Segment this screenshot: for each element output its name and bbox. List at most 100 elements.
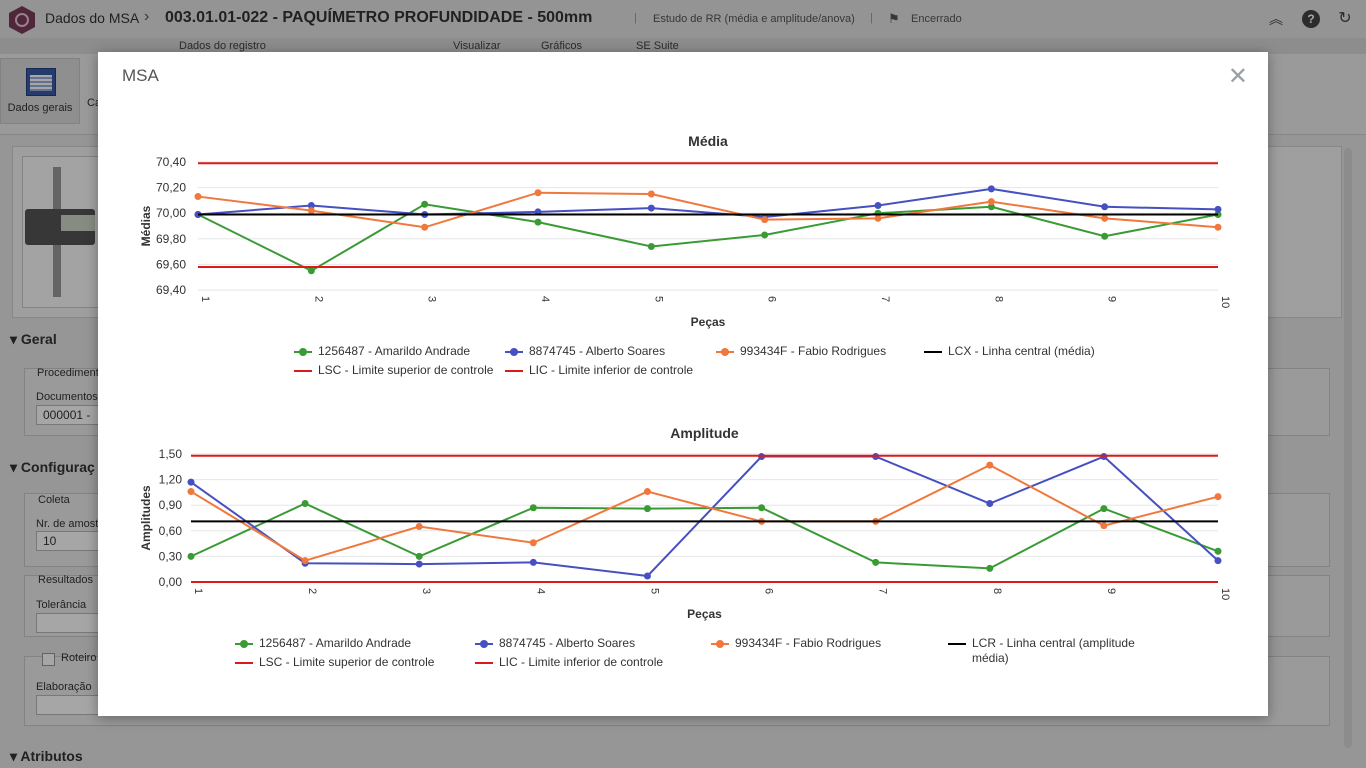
close-icon[interactable]: ✕ <box>1227 63 1248 90</box>
x-tick-label: 9 <box>1106 296 1118 302</box>
data-point-green <box>301 499 309 507</box>
status-badge: Encerrado <box>911 13 962 25</box>
legend-line <box>235 662 253 664</box>
x-axis-label: Peças <box>687 607 722 621</box>
y-tick-label: 70,40 <box>156 155 186 169</box>
y-tick-label: 0,60 <box>159 524 183 538</box>
section-geral[interactable]: ▾ Geral <box>10 331 57 347</box>
data-point-blue <box>874 202 882 210</box>
caliper-icon <box>25 167 95 297</box>
x-tick-label: 4 <box>539 296 551 302</box>
data-point-orange <box>987 198 995 206</box>
data-point-orange <box>986 461 994 469</box>
data-point-green <box>643 505 651 513</box>
x-tick-label: 3 <box>426 296 438 302</box>
legend-line <box>475 662 493 664</box>
legend-label: LCR - Linha central (amplitude média) <box>972 636 1135 665</box>
legend-label: 1256487 - Amarildo Andrade <box>259 636 412 650</box>
data-point-orange <box>307 207 315 215</box>
y-tick-label: 69,40 <box>156 283 186 297</box>
form-icon <box>26 68 56 96</box>
data-point-orange <box>194 193 202 201</box>
data-point-orange <box>647 190 655 198</box>
tab-graficos[interactable]: Gráficos <box>541 40 582 52</box>
app-logo-icon <box>9 6 35 34</box>
data-point-blue <box>415 560 423 568</box>
legend-marker <box>716 640 724 648</box>
dados-gerais-button[interactable]: Dados gerais <box>0 58 80 124</box>
page-scrollbar[interactable] <box>1344 148 1352 748</box>
legend-label: 8874745 - Alberto Soares <box>499 636 636 650</box>
x-tick-label: 5 <box>648 588 660 594</box>
data-point-green <box>529 504 537 512</box>
x-tick-label: 8 <box>991 588 1003 594</box>
data-point-green <box>534 218 542 226</box>
y-tick-label: 0,30 <box>159 549 183 563</box>
tab-dados-registro[interactable]: Dados do registro <box>179 40 266 52</box>
series-line-blue <box>190 455 1219 578</box>
section-configuracao[interactable]: ▾ Configuraç <box>10 459 95 475</box>
roteiro-checkbox[interactable] <box>42 653 55 666</box>
section-atributos[interactable]: ▾ Atributos <box>10 748 83 764</box>
documentos-field[interactable]: 000001 - <box>36 405 104 425</box>
legend-line <box>924 351 942 353</box>
legend-marker <box>299 348 307 356</box>
y-tick-label: 1,20 <box>159 473 183 487</box>
x-tick-label: 5 <box>652 296 664 302</box>
instrument-photo <box>22 156 100 308</box>
legend-marker <box>510 348 518 356</box>
y-tick-label: 70,20 <box>156 181 186 195</box>
breadcrumb-module[interactable]: Dados do MSA <box>45 10 140 26</box>
chart-title: Média <box>688 133 728 149</box>
modal-title: MSA <box>122 66 159 85</box>
data-point-orange <box>301 557 309 565</box>
legend-marker <box>721 348 729 356</box>
refresh-icon[interactable]: ↻ <box>1338 10 1352 27</box>
ribbon-tabs: Dados do registro Visualizar Gráficos SE… <box>0 38 1366 54</box>
chart-title: Amplitude <box>670 425 739 441</box>
legend-label: LSC - Limite superior de controle <box>259 655 435 669</box>
ribbon-button-label[interactable]: Ca <box>87 97 102 109</box>
top-bar: Dados do MSA › 003.01.01-022 - PAQUÍMETR… <box>0 0 1366 39</box>
x-tick-label: 6 <box>763 588 775 594</box>
series-line-green <box>197 203 1219 272</box>
x-axis-label: Peças <box>691 315 726 329</box>
series-line-green <box>190 502 1219 570</box>
y-tick-label: 0,00 <box>159 575 183 589</box>
media-chart: 69,40 69,60 69,80 70,00 70,20 70,40 1 2 3 4 5 6 7 8 9 1… <box>139 133 1231 329</box>
x-tick-label: 9 <box>1105 588 1117 594</box>
legend-label: LSC - Limite superior de controle <box>318 363 494 377</box>
help-icon[interactable]: ? <box>1302 10 1320 28</box>
data-point-blue <box>529 558 537 566</box>
x-tick-label: 3 <box>420 588 432 594</box>
x-tick-label: 1 <box>192 588 204 594</box>
data-point-orange <box>1214 223 1222 231</box>
legend-line <box>294 370 312 372</box>
data-point-orange <box>1214 493 1222 501</box>
legend-line <box>505 370 523 372</box>
data-point-orange <box>534 189 542 197</box>
divider: | <box>634 12 637 24</box>
legend-marker <box>240 640 248 648</box>
data-point-orange <box>874 214 882 222</box>
divider: | <box>870 12 873 24</box>
data-point-green <box>872 558 880 566</box>
data-point-orange <box>415 523 423 531</box>
collapse-icon[interactable]: ︽ <box>1269 11 1283 27</box>
data-point-green <box>987 203 995 211</box>
data-point-green <box>761 231 769 239</box>
page-title: 003.01.01-022 - PAQUÍMETRO PROFUNDIDADE … <box>165 9 593 26</box>
data-point-blue <box>1214 205 1222 213</box>
tab-se-suite[interactable]: SE Suite <box>636 40 679 52</box>
legend-label: 8874745 - Alberto Soares <box>529 344 666 358</box>
data-point-green <box>647 242 655 250</box>
data-point-blue <box>643 572 651 580</box>
tab-visualizar[interactable]: Visualizar <box>453 40 501 52</box>
checkered-flag-icon: ⚑ <box>888 11 900 26</box>
x-tick-label: 8 <box>992 296 1004 302</box>
legend-label: LIC - Limite inferior de controle <box>499 655 664 669</box>
legend-label: 993434F - Fabio Rodrigues <box>735 636 882 650</box>
y-tick-label: 1,50 <box>159 447 183 461</box>
x-tick-label: 7 <box>879 296 891 302</box>
data-point-green <box>307 267 315 275</box>
